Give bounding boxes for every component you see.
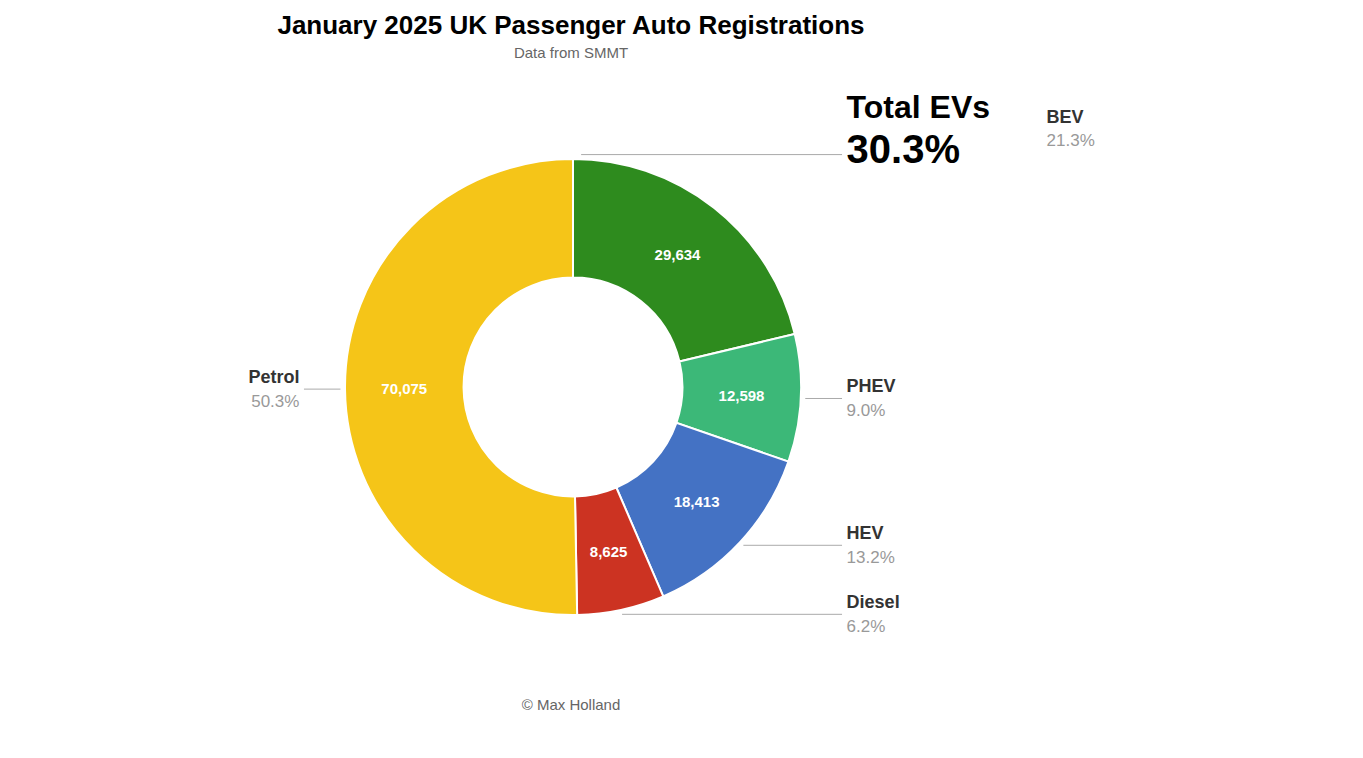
svg-text:13.2%: 13.2% [847, 548, 895, 567]
svg-text:Total EVs: Total EVs [847, 89, 990, 125]
svg-text:18,413: 18,413 [674, 493, 720, 510]
svg-text:21.3%: 21.3% [1047, 131, 1095, 150]
svg-text:BEV: BEV [1047, 107, 1084, 127]
svg-text:6.2%: 6.2% [847, 617, 886, 636]
html-text:Data from SMMT: Data from SMMT [513, 44, 629, 61]
html-text:© Max Holland: © Max Holland [521, 696, 621, 713]
svg-text:PHEV: PHEV [847, 376, 896, 396]
svg-text:9.0%: 9.0% [847, 401, 886, 420]
svg-text:8,625: 8,625 [590, 543, 628, 560]
svg-text:HEV: HEV [847, 523, 884, 543]
svg-text:Petrol: Petrol [248, 367, 299, 387]
svg-text:70,075: 70,075 [381, 380, 427, 397]
svg-text:12,598: 12,598 [719, 387, 765, 404]
svg-text:Diesel: Diesel [847, 592, 900, 612]
svg-text:29,634: 29,634 [655, 246, 702, 263]
svg-text:30.3%: 30.3% [847, 127, 960, 171]
html-text:January 2025 UK Passenger Auto: January 2025 UK Passenger Auto Registrat… [277, 10, 865, 40]
svg-text:50.3%: 50.3% [251, 392, 299, 411]
